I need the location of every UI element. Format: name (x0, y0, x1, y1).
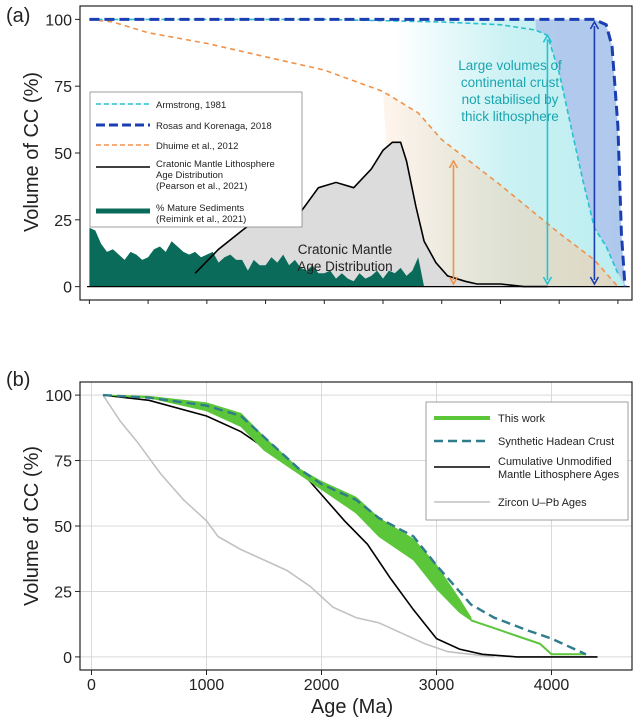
annotation-unstabilised: Large volumes of continental crust not sta… (458, 58, 562, 124)
b-ytick-label-75: 75 (54, 454, 72, 471)
a-ytick-label-0: 0 (63, 280, 72, 297)
b-ytick-label-100: 100 (45, 388, 72, 405)
legend-b-label-1: Synthetic Hadean Crust (498, 436, 614, 448)
cratonic-distribution-area (195, 142, 548, 287)
legend-a-label-1: Rosas and Korenaga, 2018 (156, 121, 272, 132)
panel-b-y-label: Volume of CC (%) (21, 446, 43, 606)
panel-a-y-label: Volume of CC (%) (21, 72, 43, 232)
legend-a-label-3: Cratonic Mantle Lithosphere Age Distribut… (156, 159, 275, 192)
synthetic-hadean-line (102, 393, 587, 656)
b-xtick-label-4000: 4000 (534, 677, 570, 694)
legend-b-label-0: This work (498, 413, 546, 425)
b-xtick-label-3000: 3000 (419, 677, 455, 694)
panel-b-label: (b) (6, 369, 30, 391)
legend-a-label-2: Dhuime et al., 2012 (156, 141, 238, 152)
b-xtick-label-2000: 2000 (304, 677, 340, 694)
b-ytick-label-25: 25 (54, 584, 72, 601)
shaded-rosas-region (535, 19, 625, 287)
a-ytick-label-100: 100 (45, 12, 72, 29)
a-ytick-label-75: 75 (54, 79, 72, 96)
arrow-head-bottom-0 (448, 276, 459, 286)
b-ytick-label-50: 50 (54, 519, 72, 536)
legend-a-label-0: Armstrong, 1981 (156, 100, 226, 111)
b-xtick-label-1000: 1000 (189, 677, 225, 694)
this-work-band (102, 394, 472, 622)
this-work-tail-line (470, 619, 586, 656)
legend-b-label-2: Cumulative Unmodified Mantle Lithosphere … (498, 456, 620, 481)
a-ytick-label-25: 25 (54, 213, 72, 230)
panel-a: 0 25 50 75 100 Volume of CC (%) Large volume… (21, 5, 633, 304)
legend-a-label-4: % Mature Sediments (Reimink et al., 2021) (156, 203, 246, 225)
arrow-head-bottom-1 (542, 276, 553, 286)
panel-a-legend: Armstrong, 1981 Rosas and Korenaga, 2018 D… (89, 91, 303, 228)
annotation-craton: Cratonic Mantle Age Distribution (297, 242, 392, 274)
legend-b-label-3: Zircon U–Pb Ages (498, 497, 587, 509)
arrow-head-top-2 (589, 20, 600, 30)
cumulative-mantle-line (102, 394, 598, 658)
arrow-head-bottom-2 (589, 276, 600, 286)
a-ytick-label-50: 50 (54, 146, 72, 163)
arrow-head-top-1 (542, 33, 553, 43)
b-xtick-label-0: 0 (87, 677, 96, 694)
zircon-line (102, 394, 495, 658)
mature-sediments-area (89, 227, 425, 287)
panel-a-label: (a) (6, 5, 30, 27)
rosas-korenaga-line (89, 17, 627, 287)
panel-b-x-label: Age (Ma) (311, 696, 393, 718)
arrow-head-top-0 (448, 159, 459, 169)
panel-b-legend: This work Synthetic Hadean Crust Cumulativ… (425, 401, 629, 521)
b-ytick-label-0: 0 (63, 650, 72, 667)
